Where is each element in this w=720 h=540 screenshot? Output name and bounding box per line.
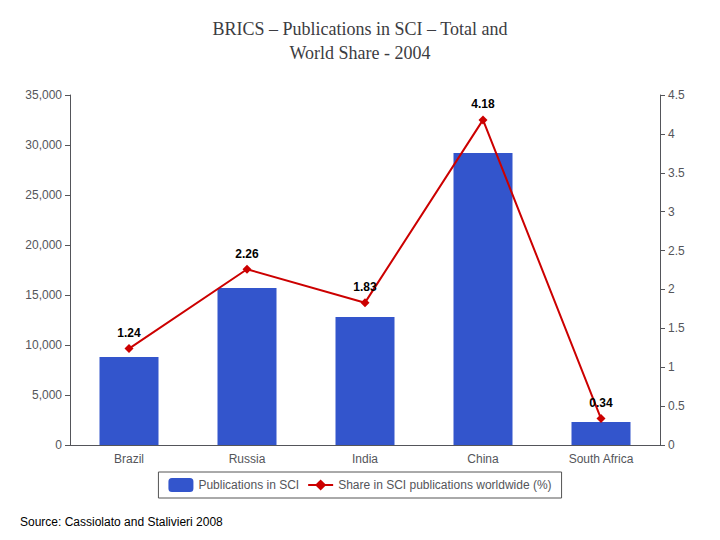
svg-text:1.5: 1.5 bbox=[668, 321, 685, 335]
svg-text:20,000: 20,000 bbox=[25, 238, 62, 252]
svg-text:15,000: 15,000 bbox=[25, 288, 62, 302]
svg-text:South Africa: South Africa bbox=[569, 452, 634, 466]
svg-text:Russia: Russia bbox=[229, 452, 266, 466]
svg-text:30,000: 30,000 bbox=[25, 138, 62, 152]
svg-text:1.83: 1.83 bbox=[353, 280, 377, 294]
svg-text:0.34: 0.34 bbox=[589, 396, 613, 410]
svg-text:1: 1 bbox=[668, 360, 675, 374]
svg-text:1.24: 1.24 bbox=[117, 326, 141, 340]
svg-text:World Share - 2004: World Share - 2004 bbox=[289, 43, 430, 63]
svg-text:25,000: 25,000 bbox=[25, 188, 62, 202]
svg-text:0: 0 bbox=[668, 438, 675, 452]
svg-text:Source: Cassiolato and Stalivi: Source: Cassiolato and Stalivieri 2008 bbox=[20, 515, 223, 529]
svg-text:BRICS – Publications in SCI –: BRICS – Publications in SCI – Total and bbox=[213, 19, 508, 39]
svg-text:Brazil: Brazil bbox=[114, 452, 144, 466]
svg-text:2.5: 2.5 bbox=[668, 244, 685, 258]
svg-text:4.5: 4.5 bbox=[668, 88, 685, 102]
svg-text:0: 0 bbox=[55, 438, 62, 452]
svg-text:3: 3 bbox=[668, 205, 675, 219]
svg-text:Share in SCI publications worl: Share in SCI publications worldwide (%) bbox=[338, 478, 551, 492]
svg-text:2.26: 2.26 bbox=[235, 247, 259, 261]
svg-text:5,000: 5,000 bbox=[32, 388, 62, 402]
svg-text:4: 4 bbox=[668, 127, 675, 141]
svg-text:India: India bbox=[352, 452, 378, 466]
svg-text:10,000: 10,000 bbox=[25, 338, 62, 352]
svg-text:3.5: 3.5 bbox=[668, 166, 685, 180]
svg-text:2: 2 bbox=[668, 282, 675, 296]
svg-text:0.5: 0.5 bbox=[668, 399, 685, 413]
svg-text:35,000: 35,000 bbox=[25, 88, 62, 102]
svg-text:4.18: 4.18 bbox=[471, 97, 495, 111]
svg-text:Publications in SCI: Publications in SCI bbox=[198, 478, 299, 492]
svg-text:China: China bbox=[467, 452, 499, 466]
